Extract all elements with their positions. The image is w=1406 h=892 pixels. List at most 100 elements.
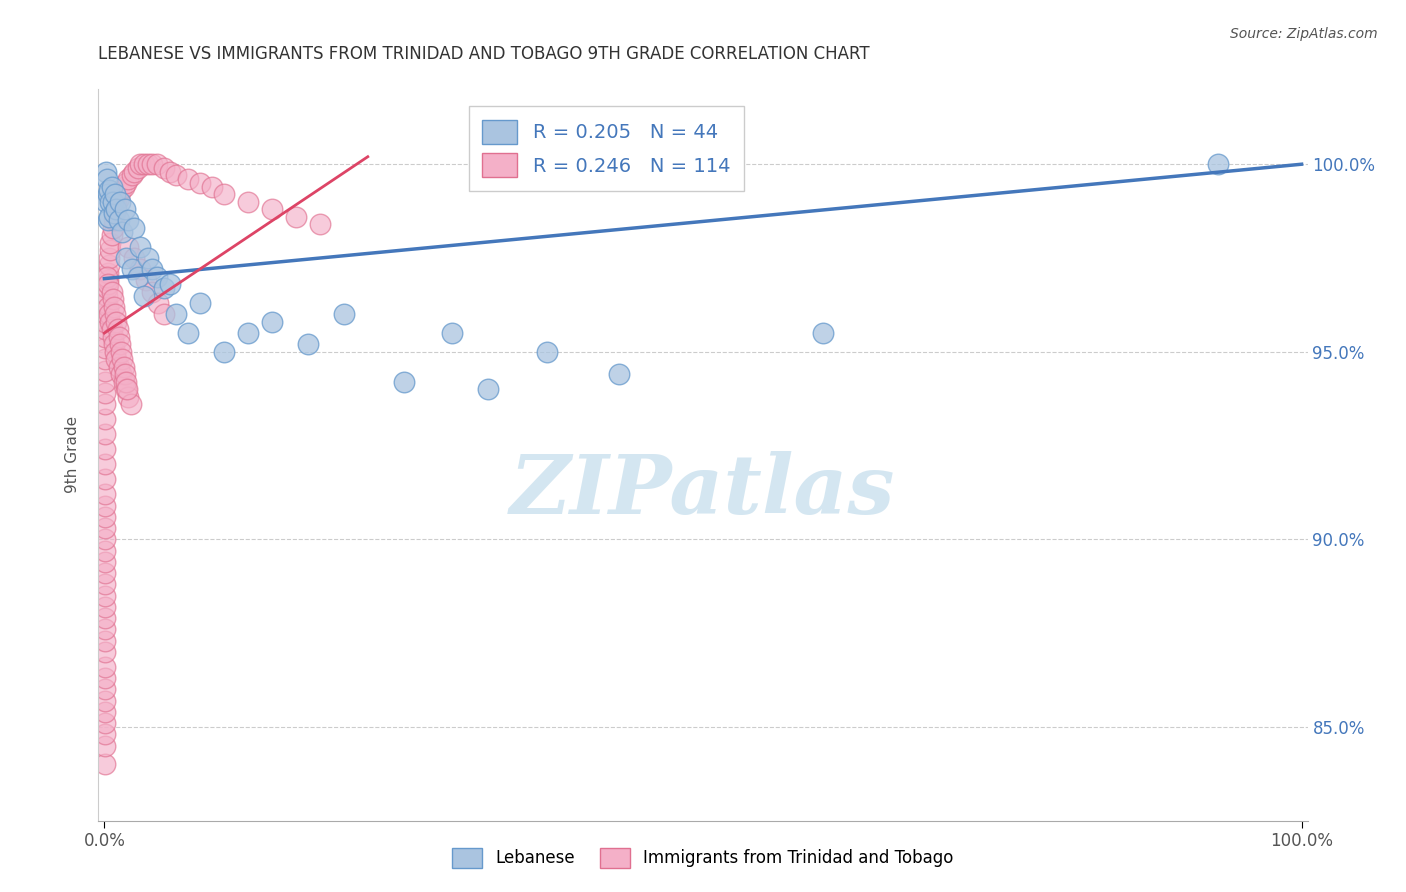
Point <box>127 269 149 284</box>
Point <box>94 352 117 367</box>
Point <box>96 269 118 284</box>
Point <box>97 277 120 292</box>
Text: ZIPatlas: ZIPatlas <box>510 451 896 532</box>
Point <box>101 221 124 235</box>
Point <box>101 330 124 344</box>
Point <box>94 442 117 457</box>
Point <box>93 533 115 547</box>
Text: LEBANESE VS IMMIGRANTS FROM TRINIDAD AND TOBAGO 9TH GRADE CORRELATION CHART: LEBANESE VS IMMIGRANTS FROM TRINIDAD AND… <box>98 45 870 62</box>
Point <box>110 368 132 382</box>
Point <box>97 300 120 314</box>
Point <box>117 213 139 227</box>
Point <box>141 157 163 171</box>
Point <box>93 705 115 719</box>
Point <box>141 285 163 299</box>
Point <box>165 169 187 183</box>
Point <box>107 322 129 336</box>
Point <box>212 187 235 202</box>
Point <box>93 633 115 648</box>
Point <box>100 228 122 243</box>
Point <box>105 198 128 212</box>
Point <box>297 337 319 351</box>
Point <box>94 322 117 336</box>
Point <box>97 266 120 280</box>
Point <box>93 757 115 772</box>
Point <box>98 251 121 265</box>
Point <box>100 315 122 329</box>
Y-axis label: 9th Grade: 9th Grade <box>65 417 80 493</box>
Point <box>188 296 211 310</box>
Point <box>333 307 356 321</box>
Point <box>93 660 115 674</box>
Point <box>103 213 125 227</box>
Point <box>97 273 120 287</box>
Point <box>100 244 122 258</box>
Point <box>93 716 115 731</box>
Point <box>153 307 176 321</box>
Point <box>94 341 117 355</box>
Point <box>392 375 415 389</box>
Point <box>93 487 115 501</box>
Point <box>309 217 332 231</box>
Point <box>260 202 283 217</box>
Point <box>93 509 115 524</box>
Point <box>135 273 157 287</box>
Point <box>115 251 138 265</box>
Legend: Lebanese, Immigrants from Trinidad and Tobago: Lebanese, Immigrants from Trinidad and T… <box>446 841 960 875</box>
Point <box>127 161 149 175</box>
Point <box>98 184 121 198</box>
Point <box>94 363 117 377</box>
Point <box>93 611 115 625</box>
Point <box>129 262 152 277</box>
Point <box>107 213 129 227</box>
Point <box>101 292 124 306</box>
Point <box>105 352 128 367</box>
Point <box>121 169 143 183</box>
Point <box>108 194 131 209</box>
Point <box>148 296 170 310</box>
Point <box>93 472 115 486</box>
Point <box>93 599 115 614</box>
Point <box>93 589 115 603</box>
Point <box>124 165 146 179</box>
Point <box>97 213 120 227</box>
Point <box>93 727 115 741</box>
Point <box>132 157 155 171</box>
Point <box>284 210 307 224</box>
Point <box>94 296 117 310</box>
Point <box>94 397 117 411</box>
Point <box>115 382 138 396</box>
Point <box>110 184 132 198</box>
Point <box>93 693 115 707</box>
Point <box>94 315 117 329</box>
Point <box>104 344 127 359</box>
Point <box>236 326 259 340</box>
Point <box>93 543 115 558</box>
Point <box>93 739 115 753</box>
Point <box>94 330 117 344</box>
Point <box>94 427 117 442</box>
Point <box>153 161 176 175</box>
Point <box>107 359 129 374</box>
Point <box>112 359 135 374</box>
Point <box>105 202 128 217</box>
Point <box>94 165 117 179</box>
Point <box>159 277 181 292</box>
Point <box>141 262 163 277</box>
Text: Source: ZipAtlas.com: Source: ZipAtlas.com <box>1230 27 1378 41</box>
Point <box>94 375 117 389</box>
Point <box>188 176 211 190</box>
Point <box>93 566 115 580</box>
Point <box>93 682 115 697</box>
Point <box>107 330 129 344</box>
Point <box>115 382 138 396</box>
Point <box>1206 157 1229 171</box>
Point <box>117 390 139 404</box>
Point <box>236 194 259 209</box>
Point <box>98 210 121 224</box>
Point <box>440 326 463 340</box>
Point <box>121 262 143 277</box>
Point <box>93 521 115 535</box>
Point <box>111 352 134 367</box>
Point <box>93 577 115 591</box>
